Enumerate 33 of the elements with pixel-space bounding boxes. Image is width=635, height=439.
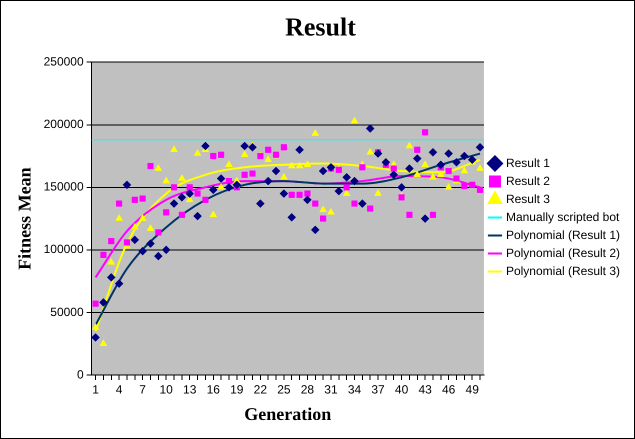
chart-title: Result <box>285 12 356 42</box>
x-tick-label: 22 <box>254 382 268 397</box>
x-tick-label: 1 <box>92 382 100 397</box>
y-tick-label: 100000 <box>44 242 84 256</box>
x-tick-label: 28 <box>300 382 314 397</box>
x-tick-label: 25 <box>277 382 291 397</box>
x-tick-label: 40 <box>394 382 409 397</box>
x-tick-label: 43 <box>418 382 432 397</box>
legend-label: Polynomial (Result 3) <box>506 264 620 278</box>
x-tick-label: 46 <box>442 382 456 397</box>
x-tick-label: 16 <box>206 382 220 397</box>
y-tick-label: 200000 <box>44 117 84 132</box>
x-tick-label: 31 <box>324 382 338 397</box>
y-axis-title: Fitness Mean <box>14 167 34 270</box>
legend-label: Result 3 <box>506 192 550 206</box>
x-tick-label: 19 <box>230 382 244 397</box>
legend-label: Result 1 <box>506 156 550 170</box>
x-tick-label: 7 <box>139 382 146 397</box>
y-tick-label: 0 <box>76 367 84 382</box>
legend-label: Manually scripted bot <box>506 210 620 224</box>
legend-label: Polynomial (Result 2) <box>506 246 620 260</box>
legend-label: Polynomial (Result 1) <box>506 228 620 242</box>
legend-label: Result 2 <box>506 174 550 188</box>
y-tick-label: 250000 <box>44 54 84 69</box>
x-tick-label: 10 <box>160 382 174 397</box>
y-tick-label: 150000 <box>44 180 84 194</box>
x-tick-label: 37 <box>371 382 386 397</box>
x-tick-label: 34 <box>348 382 362 397</box>
x-tick-label: 4 <box>116 382 123 397</box>
x-axis-title: Generation <box>244 404 332 424</box>
x-tick-label: 13 <box>183 382 197 397</box>
x-tick-label: 49 <box>466 382 480 397</box>
y-tick-label: 50000 <box>50 304 84 319</box>
